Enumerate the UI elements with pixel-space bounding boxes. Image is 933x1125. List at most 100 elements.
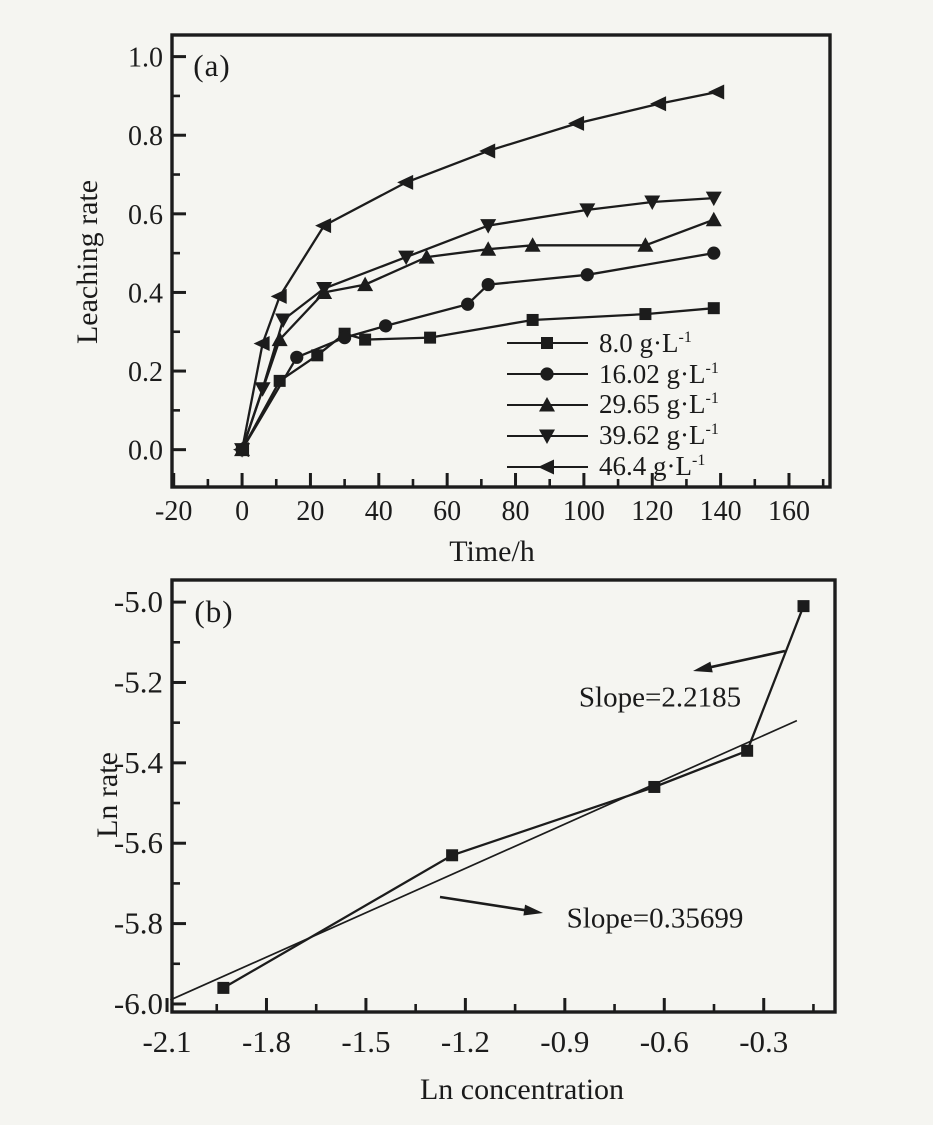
annotation-arrow-head: [523, 904, 543, 916]
square-marker: [741, 744, 754, 757]
legend-label: 8.0 g·L-1: [599, 327, 692, 358]
triangle-up-marker: [705, 211, 722, 227]
square-marker: [273, 374, 286, 387]
triangle-down-marker: [539, 429, 555, 444]
triangle-up-marker: [418, 249, 435, 264]
y-tick-label: 1.0: [128, 43, 163, 74]
x-tick-label: -0.6: [640, 1024, 689, 1059]
triangle-left-marker: [233, 442, 250, 458]
x-tick-label: -0.9: [540, 1024, 589, 1059]
square-marker: [648, 780, 661, 793]
panel-label-b: (b): [194, 594, 234, 629]
triangle-down-marker: [316, 282, 333, 297]
x-tick-label: 80: [502, 496, 530, 527]
fit-line: [169, 719, 798, 1001]
x-tick-label: 20: [296, 496, 324, 527]
series-line: [241, 251, 714, 451]
chart-panel-b: -2.1 -1.8 -1.5 -1.2 -0.9 -0.6 -0.3 -5.0 -5.2 -5.4…: [114, 578, 837, 1059]
square-marker: [541, 337, 553, 350]
circle-marker: [461, 297, 475, 311]
y-tick-label: -5.4: [114, 745, 164, 780]
circle-marker: [580, 268, 594, 282]
x-tick-label: -1.2: [441, 1024, 490, 1059]
triangle-down-marker: [480, 219, 497, 234]
legend-item: 29.65 g·L-1: [506, 390, 719, 421]
panel-label-a: (a): [193, 48, 231, 83]
circle-marker: [481, 277, 495, 292]
triangle-down-marker: [275, 313, 292, 328]
plot-frame: [170, 33, 832, 489]
triangle-left-marker: [650, 96, 667, 112]
series-square: [217, 600, 810, 994]
y-tick-label: 0.6: [128, 200, 163, 231]
legend-label: 16.02 g·L-1: [599, 358, 719, 389]
legend: 8.0 g·L-1 16.02 g·L-1 29.65 g·L-1 39.62 g·L…: [506, 328, 719, 482]
y-tick-label: -5.8: [114, 906, 163, 941]
square-marker: [707, 302, 720, 315]
x-axis-title-ln-concentration: Ln concentration: [419, 1073, 625, 1106]
circle-marker: [707, 246, 721, 260]
circle-marker: [379, 319, 393, 333]
x-tick-label: -2.1: [142, 1024, 191, 1059]
triangle-up-marker: [480, 241, 497, 256]
series-circle: [235, 246, 721, 457]
square-marker: [359, 333, 372, 346]
square-marker: [639, 308, 652, 321]
y-tick-label: 0.4: [128, 278, 163, 309]
triangle-left-marker: [538, 459, 554, 475]
triangle-up-marker: [357, 276, 374, 292]
legend-item: 39.62 g·L-1: [506, 420, 719, 451]
triangle-down-marker: [398, 250, 415, 266]
x-tick-label: 140: [700, 496, 742, 527]
legend-item: 46.4 g·L-1: [506, 451, 719, 482]
y-tick-label: -6.0: [114, 986, 163, 1021]
triangle-left-marker: [479, 143, 496, 159]
x-tick-label: 120: [631, 496, 673, 527]
circle-marker: [338, 331, 352, 345]
legend-swatch-triangle-down: [507, 429, 588, 444]
legend-item: 8.0 g·L-1: [506, 328, 719, 359]
chart-panel-a: -20 0 20 40 60 80 100 120 140 160 0.0 0.2 0.4 0.6 0.8 1…: [128, 33, 832, 527]
x-axis-title-time: Time/h: [449, 535, 535, 568]
legend-label: 46.4 g·L-1: [599, 451, 706, 482]
x-tick-label: -1.5: [341, 1024, 390, 1059]
triangle-down-marker: [644, 195, 661, 211]
series-square: [236, 302, 720, 456]
series-triangle-left: [233, 84, 725, 458]
triangle-left-marker: [315, 218, 332, 234]
triangle-left-marker: [568, 115, 585, 131]
slope-annotation-2.2185: Slope=2.2185: [578, 681, 742, 714]
legend-swatch-triangle-left: [507, 459, 588, 475]
square-marker: [446, 849, 459, 862]
legend-item: 16.02 g·L-1: [506, 359, 719, 390]
triangle-left-marker: [397, 174, 414, 190]
x-tick-label: -1.8: [242, 1024, 291, 1059]
y-tick-label: 0.8: [128, 121, 163, 152]
slope-annotation-0.35699: Slope=0.35699: [566, 902, 744, 935]
x-tick-label: 100: [563, 496, 605, 527]
triangle-left-marker: [270, 288, 287, 304]
x-tick-label: 160: [768, 496, 810, 527]
x-tick-label: 40: [365, 496, 393, 527]
y-tick-label: -5.2: [114, 664, 163, 699]
triangle-down-marker: [705, 191, 722, 207]
square-marker: [424, 331, 437, 344]
triangle-up-marker: [524, 237, 541, 252]
circle-marker: [290, 350, 304, 364]
square-marker: [311, 349, 324, 362]
circle-marker: [540, 367, 554, 381]
triangle-up-marker: [637, 237, 654, 252]
annotation-arrow-line: [707, 649, 786, 670]
x-tick-label: -0.3: [739, 1024, 788, 1059]
x-tick-label: 60: [433, 496, 461, 527]
triangle-left-marker: [708, 84, 725, 100]
x-tick-label: 0: [235, 496, 249, 527]
triangle-left-marker: [253, 336, 270, 352]
triangle-down-marker: [254, 382, 271, 397]
y-axis-title-ln-rate: Ln rate: [91, 752, 124, 838]
square-marker: [217, 981, 230, 994]
legend-label: 29.65 g·L-1: [599, 389, 719, 420]
square-marker: [797, 600, 810, 613]
